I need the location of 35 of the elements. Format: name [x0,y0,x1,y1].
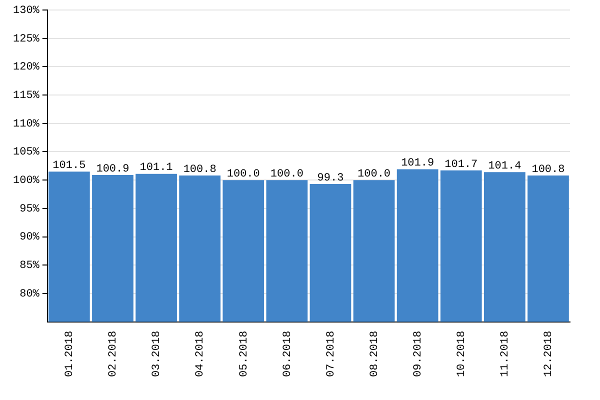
y-tick-label: 85% [20,260,40,272]
y-tick-label: 100% [13,174,40,187]
data-label: 101.7 [444,158,478,171]
y-tick-label: 95% [20,203,40,216]
data-label: 100.8 [532,164,565,176]
x-tick-label: 07.2018 [325,330,338,378]
y-tick-label: 130% [13,4,40,17]
data-label: 100.0 [358,168,391,180]
data-label: 101.1 [140,162,174,174]
data-label: 100.8 [183,164,216,176]
x-tick-label: 12.2018 [543,330,556,378]
y-tick-label: 80% [20,288,40,300]
y-tick-label: 120% [13,62,40,74]
x-tick-label: 09.2018 [412,330,424,378]
x-tick-label: 08.2018 [368,330,381,378]
y-tick-label: 90% [20,232,40,244]
x-tick-label: 01.2018 [64,330,76,378]
y-tick-label: 110% [13,118,40,130]
x-tick-label: 10.2018 [456,330,468,378]
y-tick-label: 115% [13,90,40,102]
data-label: 99.3 [317,172,344,184]
y-tick-label: 125% [13,33,40,46]
data-label: 101.4 [488,160,522,173]
x-tick-label: 06.2018 [282,330,294,378]
x-tick-label: 11.2018 [500,330,512,378]
data-label: 101.9 [401,158,434,170]
data-label: 100.9 [96,163,130,176]
data-label: 101.5 [52,160,86,172]
data-label: 100.0 [226,168,260,180]
x-tick-label: 03.2018 [151,330,164,378]
x-tick-label: 04.2018 [194,330,207,378]
x-tick-label: 05.2018 [238,330,250,378]
x-tick-label: 02.2018 [108,330,120,378]
data-label: 100.0 [270,168,304,180]
y-tick-label: 105% [13,146,40,159]
